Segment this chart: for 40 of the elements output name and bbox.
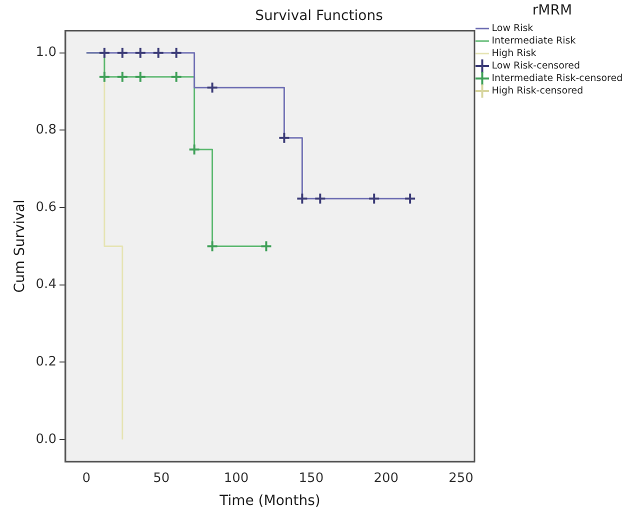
point bbox=[134, 46, 146, 59]
legend-label: High Risk-censored bbox=[492, 86, 584, 97]
y-tick-label: 0.6 bbox=[36, 200, 56, 215]
legend-label: Intermediate Risk bbox=[492, 36, 576, 47]
point bbox=[278, 132, 290, 144]
legend-label: Low Risk bbox=[492, 23, 534, 34]
point bbox=[314, 192, 326, 205]
point bbox=[170, 46, 182, 59]
y-axis-title: Cum Survival bbox=[12, 200, 28, 293]
point bbox=[152, 46, 164, 59]
legend-label: Intermediate Risk-censored bbox=[492, 73, 623, 84]
legend-title: rMRM bbox=[532, 2, 572, 19]
x-tick-label: 150 bbox=[298, 470, 324, 486]
y-tick-label: 0.8 bbox=[36, 122, 56, 138]
point bbox=[170, 70, 182, 83]
point bbox=[98, 46, 110, 59]
point bbox=[260, 240, 272, 252]
x-tick-label: 0 bbox=[82, 470, 91, 486]
x-axis-title: Time (Months) bbox=[218, 493, 320, 510]
point bbox=[116, 46, 128, 59]
x-tick-label: 100 bbox=[224, 470, 249, 486]
point bbox=[206, 240, 218, 252]
y-tick-label: 0.2 bbox=[36, 354, 56, 370]
legend-label: Low Risk-censored bbox=[492, 60, 580, 72]
point bbox=[134, 70, 146, 83]
point bbox=[404, 192, 416, 205]
point bbox=[296, 192, 308, 205]
legend-label: High Risk bbox=[492, 48, 537, 60]
x-tick-label: 250 bbox=[448, 470, 474, 486]
point bbox=[98, 70, 110, 83]
y-tick-label: 0.4 bbox=[36, 277, 56, 292]
point bbox=[188, 144, 200, 156]
x-tick-label: 50 bbox=[153, 470, 170, 486]
chart-title: Survival Functions bbox=[255, 8, 383, 24]
point bbox=[368, 192, 380, 205]
y-tick-label: 0.0 bbox=[36, 432, 56, 447]
point bbox=[206, 82, 218, 94]
x-tick-label: 200 bbox=[374, 470, 399, 486]
y-tick-label: 1.0 bbox=[36, 45, 56, 60]
point bbox=[116, 70, 128, 83]
